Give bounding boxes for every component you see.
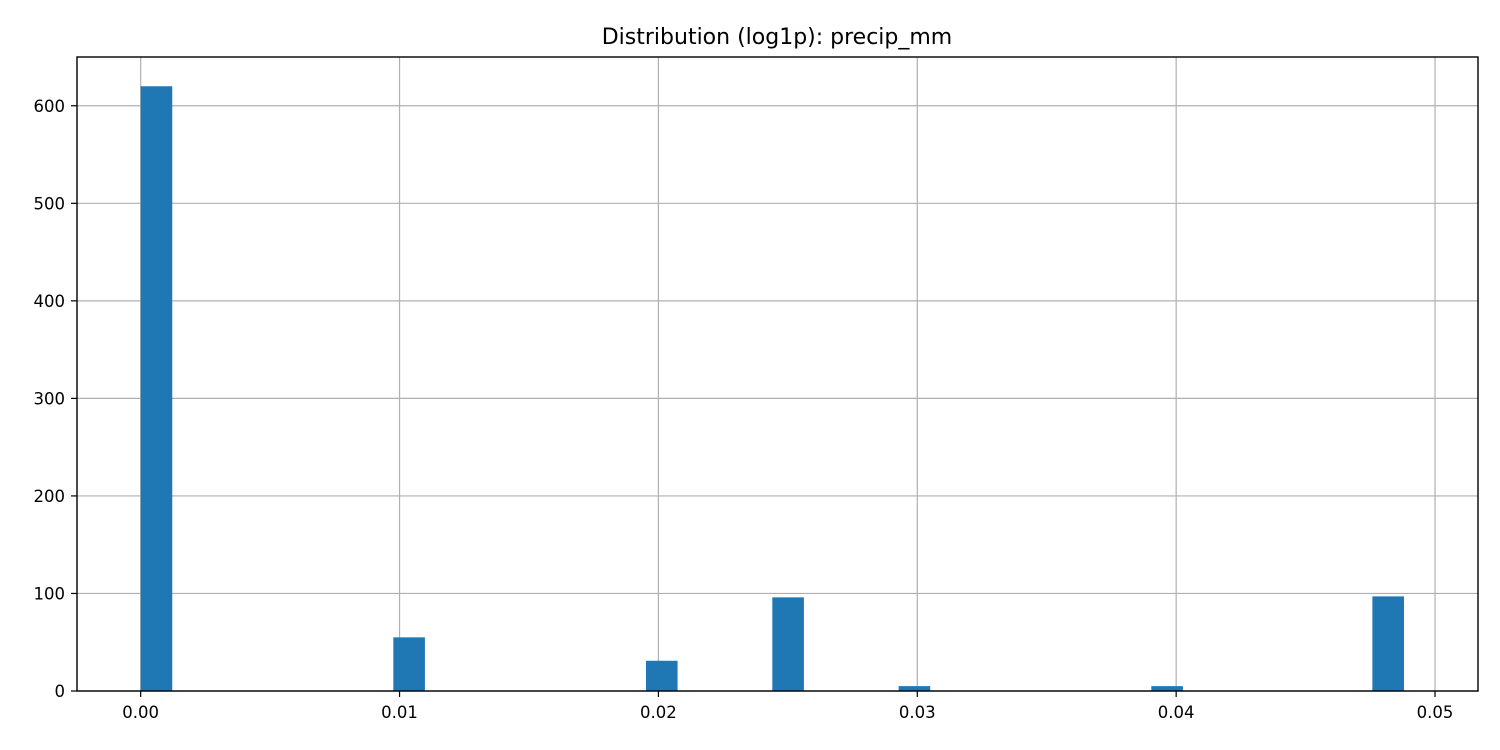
x-tick-label: 0.05: [1417, 703, 1454, 722]
histogram-bar: [140, 86, 173, 691]
y-tick-label: 600: [34, 97, 66, 116]
y-tick-label: 0: [55, 682, 66, 701]
histogram-bar: [772, 597, 804, 691]
chart-title: Distribution (log1p): precip_mm: [602, 25, 953, 50]
histogram-bar: [1151, 686, 1183, 691]
x-tick-label: 0.04: [1158, 703, 1195, 722]
histogram-bar: [393, 637, 425, 691]
histogram-bar: [1372, 596, 1404, 691]
histogram-bars: [140, 86, 1404, 691]
x-axis-ticks: 0.00 0.01 0.02 0.03 0.04 0.05: [122, 691, 1453, 722]
y-tick-label: 500: [34, 194, 66, 213]
y-axis-ticks: 0 100 200 300 400 500 600: [34, 97, 77, 701]
y-tick-label: 200: [34, 487, 66, 506]
grid-lines: [77, 57, 1478, 692]
x-tick-label: 0.02: [640, 703, 677, 722]
histogram-bar: [898, 686, 931, 691]
y-tick-label: 100: [34, 584, 66, 603]
y-tick-label: 300: [34, 389, 66, 408]
axes-frame: [76, 56, 1479, 692]
y-tick-label: 400: [34, 292, 66, 311]
x-tick-label: 0.01: [381, 703, 418, 722]
x-tick-label: 0.03: [899, 703, 936, 722]
histogram-bar: [645, 660, 678, 691]
x-tick-label: 0.00: [122, 703, 159, 722]
